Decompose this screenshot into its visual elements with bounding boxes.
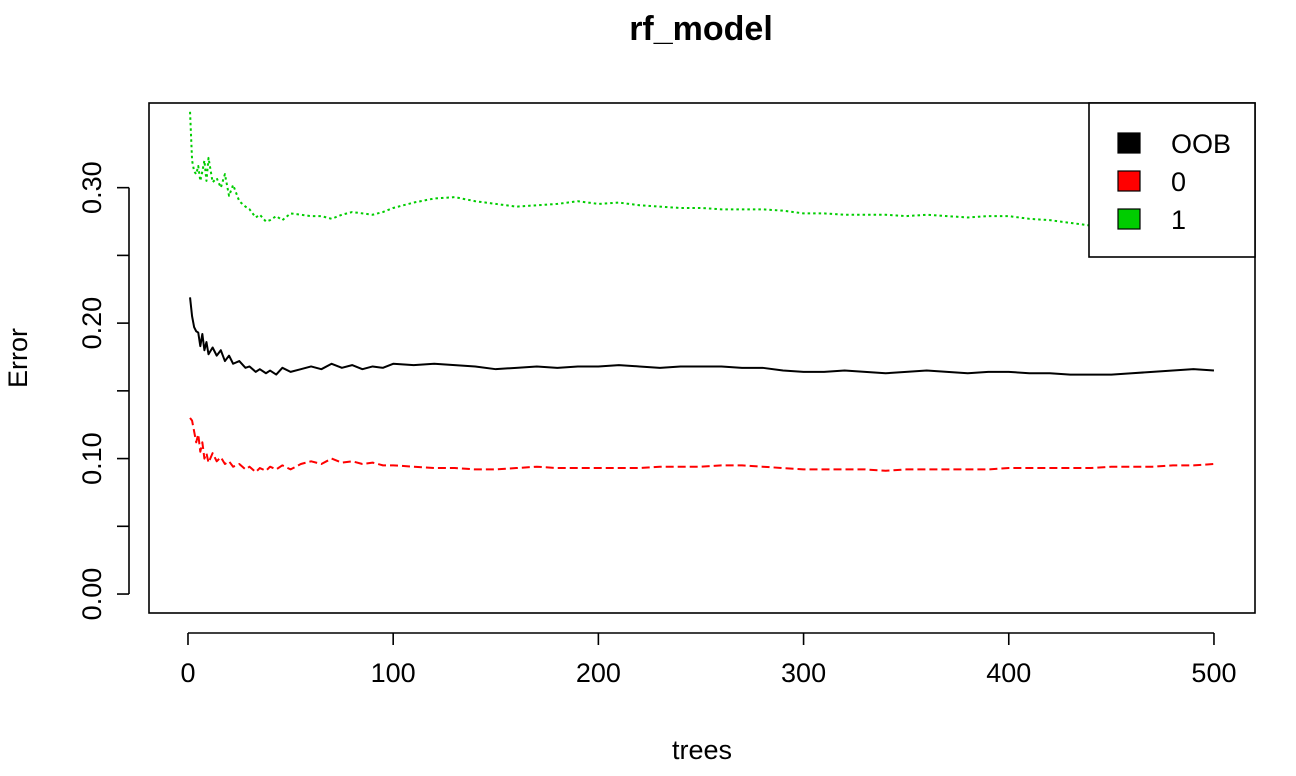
y-tick-label: 0.30 xyxy=(77,161,107,214)
y-tick-label: 0.00 xyxy=(77,568,107,621)
legend-label: 1 xyxy=(1171,205,1186,235)
x-axis: 0 100 200 300 400 500 xyxy=(180,632,1236,688)
y-axis: 0.00 0.10 0.20 0.30 xyxy=(77,161,130,621)
legend-swatch-1 xyxy=(1117,208,1141,230)
y-axis-label: Error xyxy=(3,328,33,388)
x-tick-label: 300 xyxy=(781,658,826,688)
x-tick-label: 500 xyxy=(1191,658,1236,688)
series-line-0 xyxy=(189,417,1215,474)
legend: OOB 0 1 xyxy=(1088,102,1256,258)
x-axis-label: trees xyxy=(672,735,732,765)
legend-label: OOB xyxy=(1171,129,1231,159)
x-tick-label: 200 xyxy=(576,658,621,688)
legend-swatch-0 xyxy=(1117,170,1141,192)
series-layer xyxy=(189,111,1215,474)
plot-frame xyxy=(148,102,1256,614)
x-tick-label: 400 xyxy=(986,658,1031,688)
chart-title: rf_model xyxy=(629,10,773,48)
legend-swatch-oob xyxy=(1117,132,1141,154)
x-tick-label: 100 xyxy=(371,658,416,688)
y-tick-label: 0.10 xyxy=(77,432,107,485)
series-line-oob xyxy=(189,297,1215,376)
legend-label: 0 xyxy=(1171,167,1186,197)
legend-box xyxy=(1088,102,1256,258)
x-tick-label: 0 xyxy=(180,658,195,688)
series-line-1 xyxy=(189,111,1215,230)
y-tick-label: 0.20 xyxy=(77,297,107,350)
